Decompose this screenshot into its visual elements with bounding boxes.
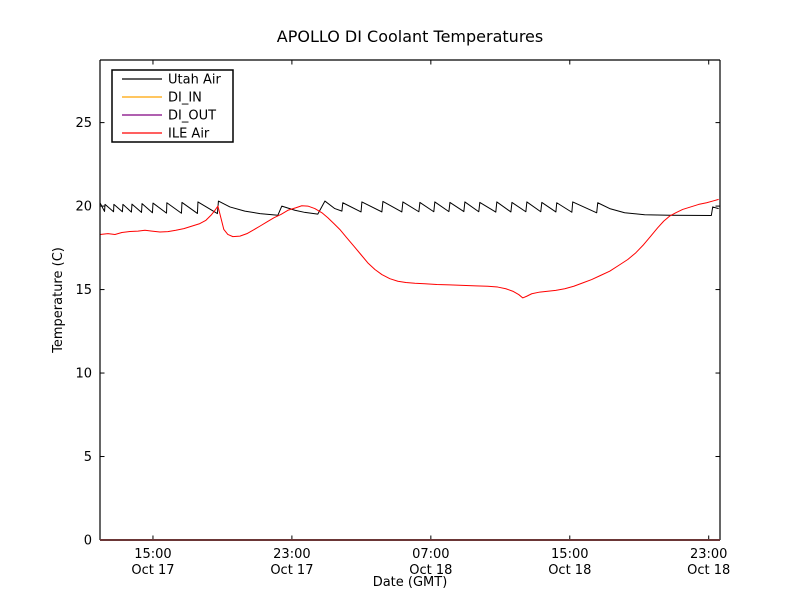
x-tick-label-date: Oct 18 [548, 563, 591, 578]
chart-title: APOLLO DI Coolant Temperatures [277, 27, 543, 46]
y-tick-label: 20 [75, 200, 92, 215]
ile-air-line [99, 198, 719, 299]
legend-label-ile-air: ILE Air [168, 127, 210, 142]
legend-box [111, 69, 234, 143]
legend-entry-utah-air: Utah Air [122, 73, 221, 88]
y-tick-label: 0 [84, 534, 92, 549]
x-tick-label-date: Oct 17 [270, 563, 313, 578]
x-tick-label-time: 07:00 [412, 547, 449, 562]
x-axis-label: Date (GMT) [373, 575, 448, 590]
y-axis-label: Temperature (C) [51, 247, 66, 354]
x-tick-label-time: 23:00 [273, 547, 310, 562]
legend-label-di-out: DI_OUT [168, 109, 216, 124]
x-tick-label-time: 23:00 [690, 547, 727, 562]
legend-entry-di-in: DI_IN [122, 91, 202, 106]
y-tick-label: 10 [75, 367, 92, 382]
x-tick-label-time: 15:00 [134, 547, 171, 562]
y-tick-label: 25 [75, 116, 92, 131]
x-tick-label-date: Oct 18 [409, 563, 452, 578]
y-tick-label: 15 [75, 283, 92, 298]
legend-label-di-in: DI_IN [168, 91, 202, 106]
y-tick-label: 5 [84, 450, 92, 465]
legend-entry-ile-air: ILE Air [122, 127, 210, 142]
x-tick-label-time: 15:00 [551, 547, 588, 562]
x-tick-label-date: Oct 17 [131, 563, 174, 578]
legend: Utah Air DI_IN DI_OUT ILE Air [111, 69, 234, 143]
utah-air-line [99, 200, 719, 216]
x-tick-label-date: Oct 18 [687, 563, 730, 578]
legend-entry-di-out: DI_OUT [122, 109, 216, 124]
legend-label-utah-air: Utah Air [168, 73, 221, 88]
